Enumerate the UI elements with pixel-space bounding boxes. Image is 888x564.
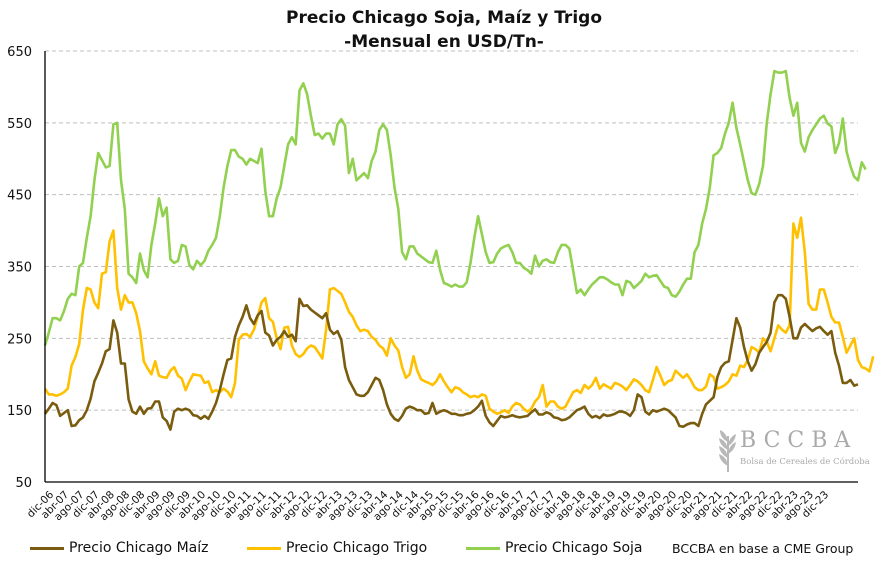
y-tick-label: 650: [7, 45, 32, 60]
y-tick-label: 550: [7, 117, 32, 132]
gridlines: [45, 50, 858, 411]
legend-label-maiz: Precio Chicago Maíz: [69, 540, 209, 556]
source-note: BCCBA en base a CME Group: [672, 541, 854, 556]
chart-subtitle: -Mensual en USD/Tn-: [344, 32, 544, 52]
legend-swatch-soja: [466, 546, 500, 550]
y-axis-ticks: 50 150 250 350 450 550 650: [7, 45, 32, 491]
legend-item-maiz: Precio Chicago Maíz: [30, 540, 208, 556]
y-tick-label: 150: [7, 404, 32, 419]
watermark-tagline: Bolsa de Cereales de Córdoba: [740, 457, 870, 467]
series-line-maiz: [43, 293, 859, 431]
x-axis-ticks: dic-06abr-07ago-07dic-07abr-08ago-08dic-…: [25, 489, 831, 524]
y-tick-label: 250: [7, 332, 32, 347]
series-lines: [43, 69, 875, 431]
chart-title: Precio Chicago Soja, Maíz y Trigo: [285, 8, 602, 28]
legend-item-soja: Precio Chicago Soja: [466, 540, 643, 556]
y-tick-label: 450: [7, 189, 32, 204]
legend-swatch-trigo: [247, 546, 281, 550]
legend-label-trigo: Precio Chicago Trigo: [286, 540, 428, 556]
series-line-soja: [43, 69, 867, 346]
legend-label-soja: Precio Chicago Soja: [505, 540, 643, 556]
y-tick-label: 50: [15, 476, 32, 491]
legend-item-trigo: Precio Chicago Trigo: [247, 540, 427, 556]
legend-swatch-maiz: [30, 546, 64, 550]
series-line-trigo: [43, 216, 875, 416]
y-tick-label: 350: [7, 261, 32, 276]
watermark-brand: BCCBA: [740, 428, 858, 453]
wheat-leaf-icon: [719, 430, 736, 472]
